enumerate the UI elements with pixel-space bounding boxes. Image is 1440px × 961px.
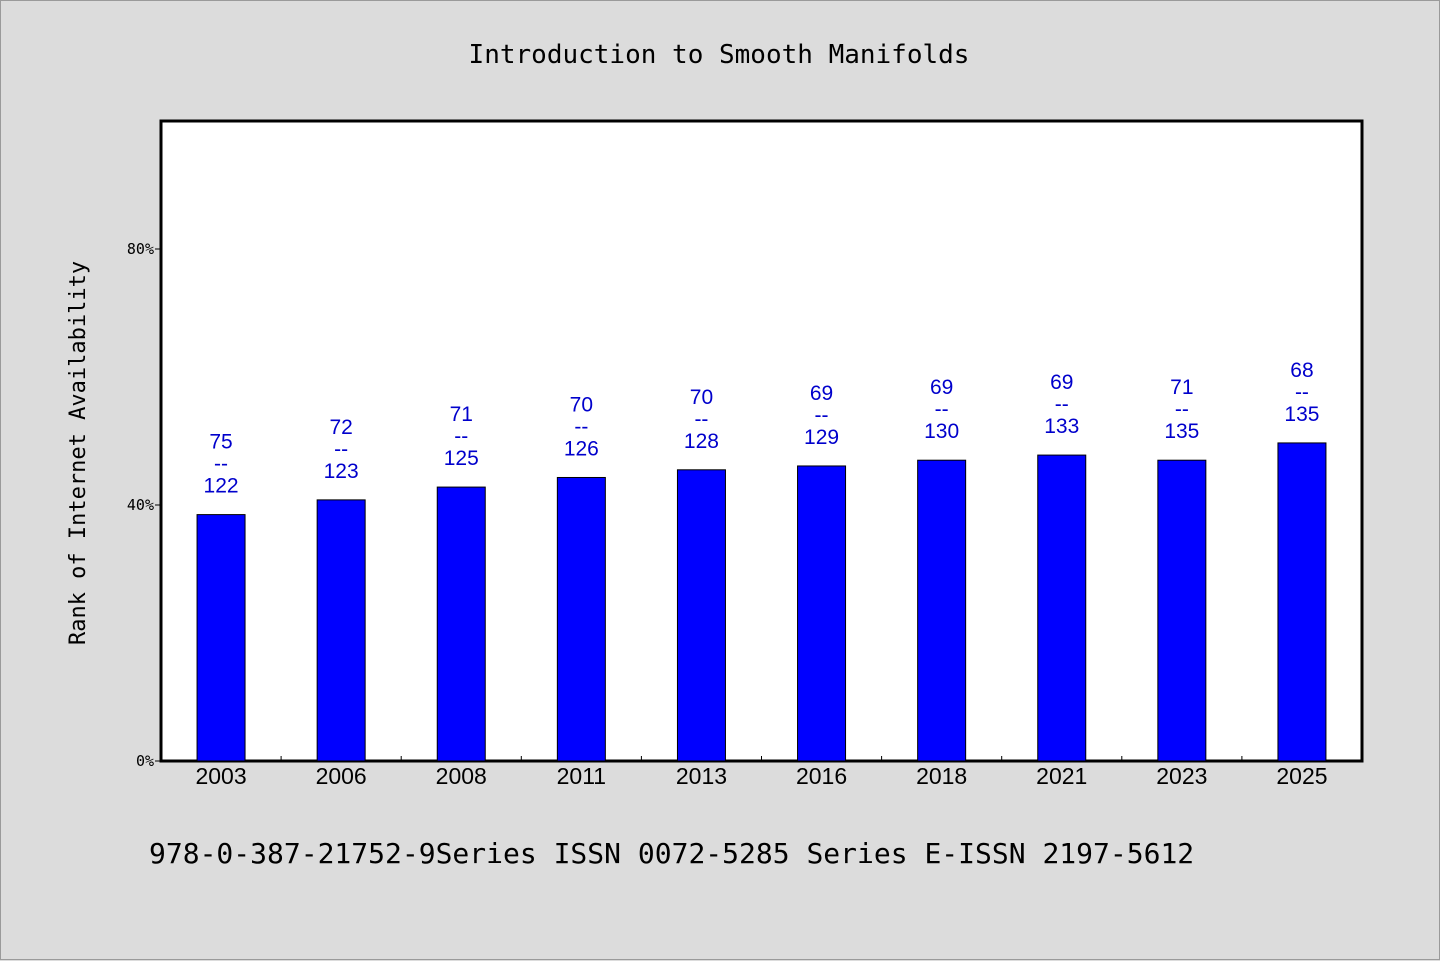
bar bbox=[196, 514, 246, 762]
bar bbox=[1277, 442, 1327, 762]
data-label: 69 bbox=[1050, 371, 1073, 394]
x-tick-label: 2025 bbox=[1276, 763, 1327, 789]
data-label: 128 bbox=[684, 430, 719, 453]
bar bbox=[1157, 459, 1207, 762]
bar bbox=[1037, 454, 1087, 762]
data-label: 122 bbox=[204, 475, 239, 498]
data-label: 126 bbox=[564, 437, 599, 460]
data-label: 70 bbox=[570, 393, 593, 416]
data-label: 69 bbox=[930, 376, 953, 399]
data-label: 71 bbox=[1170, 376, 1193, 399]
data-label: 69 bbox=[810, 382, 833, 405]
y-axis: 0% 40% 80% bbox=[127, 240, 161, 770]
bar bbox=[797, 465, 847, 762]
data-label: 135 bbox=[1284, 403, 1319, 426]
data-label: -- bbox=[1055, 393, 1069, 416]
x-tick-label: 2003 bbox=[195, 763, 246, 789]
data-label: -- bbox=[574, 415, 588, 438]
x-tick-label: 2008 bbox=[436, 763, 487, 789]
bar bbox=[436, 486, 486, 762]
footer-text: 978-0-387-21752-9Series ISSN 0072-5285 S… bbox=[149, 837, 1194, 870]
data-label: 70 bbox=[690, 386, 713, 409]
data-label: 71 bbox=[450, 403, 473, 426]
y-tick-label: 80% bbox=[127, 240, 154, 258]
data-label: 72 bbox=[329, 416, 352, 439]
bar bbox=[556, 476, 606, 762]
data-label: 75 bbox=[209, 431, 232, 454]
data-label: 68 bbox=[1290, 359, 1313, 382]
x-tick-label: 2006 bbox=[316, 763, 367, 789]
chart-title: Introduction to Smooth Manifolds bbox=[469, 40, 970, 70]
y-tick-label: 40% bbox=[127, 496, 154, 514]
y-tick-label: 0% bbox=[136, 752, 154, 770]
data-label: -- bbox=[694, 408, 708, 431]
data-label: 125 bbox=[444, 447, 479, 470]
bar bbox=[316, 499, 366, 762]
data-label: 123 bbox=[324, 460, 359, 483]
x-tick-label: 2021 bbox=[1036, 763, 1087, 789]
x-tick-label: 2023 bbox=[1156, 763, 1207, 789]
y-axis-label: Rank of Internet Availability bbox=[66, 261, 91, 645]
data-label: -- bbox=[334, 438, 348, 461]
bars bbox=[196, 442, 1327, 762]
data-label: -- bbox=[1295, 381, 1309, 404]
x-tick-label: 2018 bbox=[916, 763, 967, 789]
x-tick-label: 2016 bbox=[796, 763, 847, 789]
data-label: 133 bbox=[1044, 415, 1079, 438]
bar bbox=[917, 459, 967, 762]
x-tick-label: 2013 bbox=[676, 763, 727, 789]
data-labels: 122--75123--72125--71126--70128--70129--… bbox=[204, 359, 1320, 498]
data-label: 129 bbox=[804, 426, 839, 449]
data-label: 135 bbox=[1164, 420, 1199, 443]
bar bbox=[676, 469, 726, 762]
data-label: -- bbox=[214, 453, 228, 476]
data-label: 130 bbox=[924, 420, 959, 443]
data-label: -- bbox=[1175, 398, 1189, 421]
data-label: -- bbox=[815, 404, 829, 427]
x-axis: 2003 2006 2008 2011 2013 2016 2018 2021 2023 2025 bbox=[195, 756, 1328, 789]
x-tick-label: 2011 bbox=[557, 763, 606, 789]
data-label: -- bbox=[454, 425, 468, 448]
data-label: -- bbox=[935, 398, 949, 421]
